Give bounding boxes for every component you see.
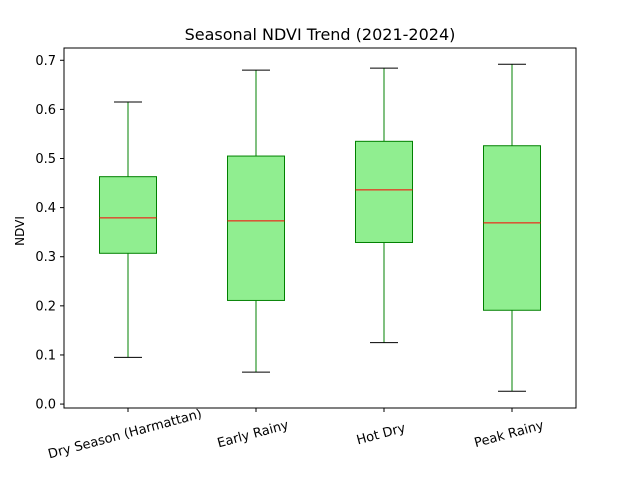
y-tick-label: 0.3 [35,250,56,265]
y-tick-label: 0.0 [35,398,56,413]
y-tick-label: 0.2 [35,299,56,314]
plot-area: 0.0 0.1 0.2 0.3 0.4 0.5 0.6 0.7 Dry Season (Harm… [35,47,577,463]
box-iqr [355,140,413,243]
x-category-label: Hot Dry [355,421,407,449]
x-category-label: Early Rainy [216,418,291,452]
x-category-label: Peak Rainy [473,418,546,451]
box-iqr [483,145,541,311]
chart-title: Seasonal NDVI Trend (2021-2024) [185,25,456,44]
box-iqr [99,176,157,254]
y-axis-label: NDVI [13,216,27,246]
x-category-label: Dry Season (Harmattan) [47,407,204,463]
y-tick-label: 0.5 [35,152,56,167]
y-tick-label: 0.7 [35,54,56,69]
y-tick-label: 0.1 [35,348,56,363]
y-tick-label: 0.6 [35,103,56,118]
plot-frame [63,47,577,409]
y-tick-label: 0.4 [35,201,56,216]
box-iqr [227,155,285,301]
